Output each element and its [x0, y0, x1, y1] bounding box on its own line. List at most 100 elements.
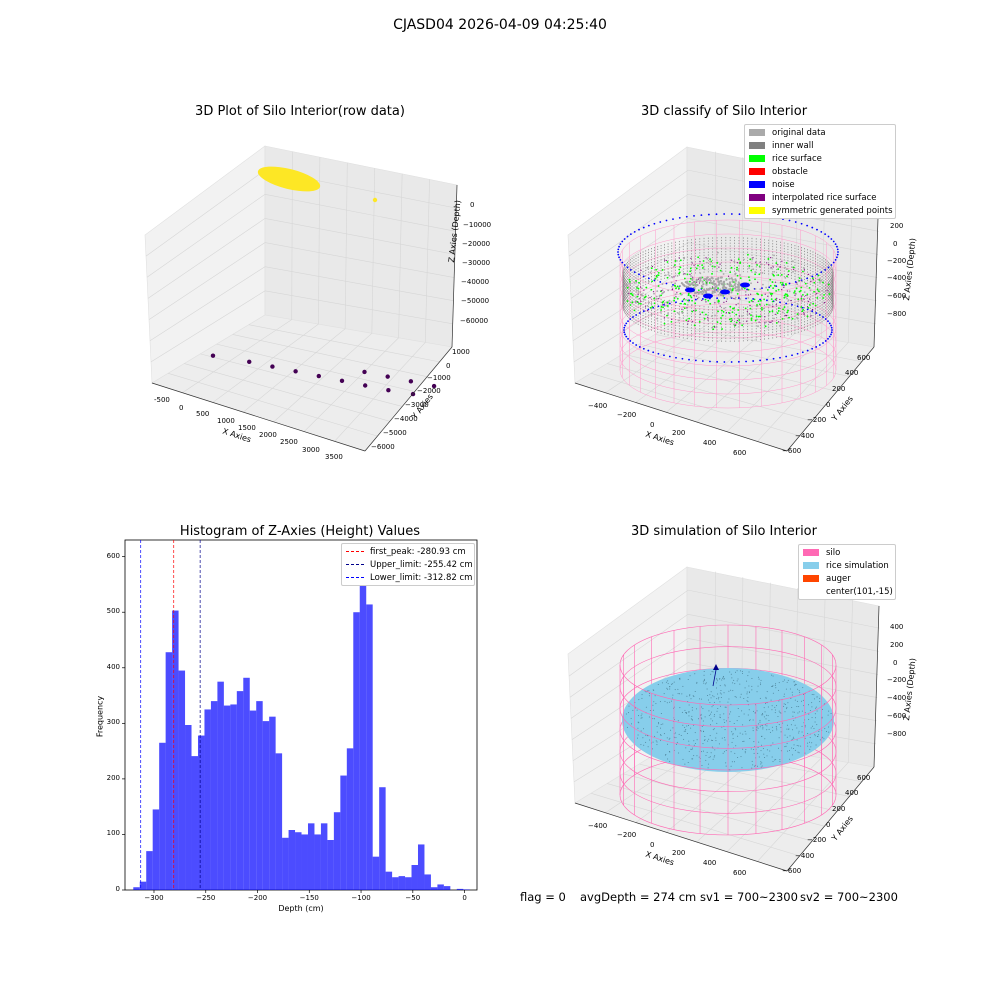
- rice-surface-point: [747, 701, 749, 703]
- surface-point: [741, 315, 743, 317]
- plot2-z-tick: −600: [887, 292, 907, 300]
- surface-point: [737, 309, 740, 311]
- rice-surface-point: [678, 693, 680, 695]
- rice-surface-point: [797, 712, 799, 714]
- rice-surface-point: [640, 715, 642, 717]
- rice-surface-point: [659, 727, 661, 729]
- rice-surface-point: [745, 749, 747, 751]
- noise-point: [642, 310, 645, 313]
- rice-surface-point: [741, 710, 743, 712]
- gridline: [344, 162, 348, 329]
- surface-point: [709, 258, 711, 261]
- surface-point: [760, 315, 763, 318]
- original-data-point: [709, 279, 712, 282]
- noise-point: [629, 318, 632, 320]
- rice-surface-point: [795, 684, 797, 686]
- surface-point: [667, 289, 670, 292]
- y-tick-label: 0: [115, 885, 120, 893]
- noise-point: [788, 219, 791, 222]
- rice-surface-point: [760, 679, 762, 681]
- rice-surface-point: [703, 678, 705, 680]
- plot2-x-tick: 400: [703, 439, 717, 447]
- surface-point: [748, 267, 751, 270]
- surface-point: [678, 257, 680, 259]
- surface-point: [650, 302, 653, 305]
- surface-point: [771, 300, 774, 303]
- rice-surface-point: [747, 675, 749, 677]
- rice-surface-point: [630, 723, 632, 725]
- gridline: [150, 290, 453, 363]
- surface-point: [786, 311, 789, 314]
- rice-surface-point: [749, 692, 751, 694]
- surface-point: [681, 308, 683, 310]
- surface-point: [685, 299, 687, 301]
- surface-point: [671, 289, 673, 291]
- surface-point: [705, 313, 707, 316]
- rice-surface-point: [742, 724, 744, 726]
- plot1-y-tick: −3000: [405, 401, 429, 409]
- plot4-z-tick: 0: [893, 659, 898, 667]
- surface-point: [662, 306, 664, 309]
- surface-point: [738, 315, 741, 317]
- rice-surface-point: [798, 732, 800, 734]
- surface-point: [743, 258, 745, 261]
- noise-point: [624, 324, 626, 327]
- rice-surface-point: [772, 742, 774, 744]
- original-data-point: [712, 282, 716, 285]
- surface-point: [800, 306, 803, 309]
- histogram-bar: [327, 840, 334, 890]
- noise-point: [730, 361, 733, 363]
- rice-surface-point: [737, 735, 739, 737]
- noise-point: [665, 282, 668, 285]
- surface-point: [777, 288, 780, 291]
- surface-point: [649, 271, 652, 274]
- surface-point: [794, 294, 796, 296]
- rice-surface-point: [719, 678, 721, 680]
- surface-point: [760, 294, 763, 297]
- surface-point: [626, 286, 629, 289]
- noise-cluster: [740, 282, 750, 288]
- rice-surface-point: [776, 705, 778, 707]
- rice-surface-point: [730, 673, 732, 675]
- status-sv2: sv2 = 700~2300: [800, 890, 898, 904]
- surface-point: [738, 296, 740, 298]
- surface-point: [707, 319, 709, 321]
- rice-surface-point: [787, 750, 789, 752]
- rice-surface-point: [711, 671, 713, 673]
- surface-point: [655, 297, 658, 300]
- rice-surface-point: [669, 737, 671, 739]
- x-tick-label: −200: [247, 894, 268, 902]
- rice-surface-point: [640, 717, 642, 719]
- rice-surface-point: [751, 767, 753, 769]
- rice-surface-point: [665, 681, 667, 683]
- surface-point: [793, 291, 796, 294]
- rice-surface-point: [735, 671, 737, 673]
- rice-surface-point: [641, 697, 643, 699]
- surface-point: [633, 281, 636, 284]
- rice-surface-point: [803, 694, 805, 696]
- rice-surface-point: [801, 710, 803, 712]
- rice-surface-point: [723, 678, 725, 680]
- surface-point: [783, 286, 785, 289]
- rice-surface-point: [645, 734, 647, 736]
- rice-surface-point: [709, 694, 711, 696]
- original-data-point: [694, 281, 697, 284]
- surface-point: [800, 297, 803, 300]
- rice-surface-point: [728, 690, 730, 692]
- original-data-point: [708, 277, 712, 281]
- surface-point: [666, 305, 669, 307]
- rice-surface-point: [651, 748, 653, 750]
- rice-surface-point: [828, 710, 830, 712]
- rice-surface-point: [684, 730, 686, 732]
- rice-surface-point: [757, 727, 759, 729]
- rice-surface-point: [728, 698, 730, 700]
- histogram-bar: [191, 756, 198, 890]
- rice-surface-point: [791, 694, 793, 696]
- surface-point: [709, 263, 712, 266]
- surface-point: [750, 299, 753, 302]
- noise-point: [827, 235, 830, 238]
- noise-point: [668, 355, 671, 358]
- gridline: [571, 662, 878, 740]
- gridline: [303, 337, 399, 432]
- histogram-bar: [314, 834, 321, 890]
